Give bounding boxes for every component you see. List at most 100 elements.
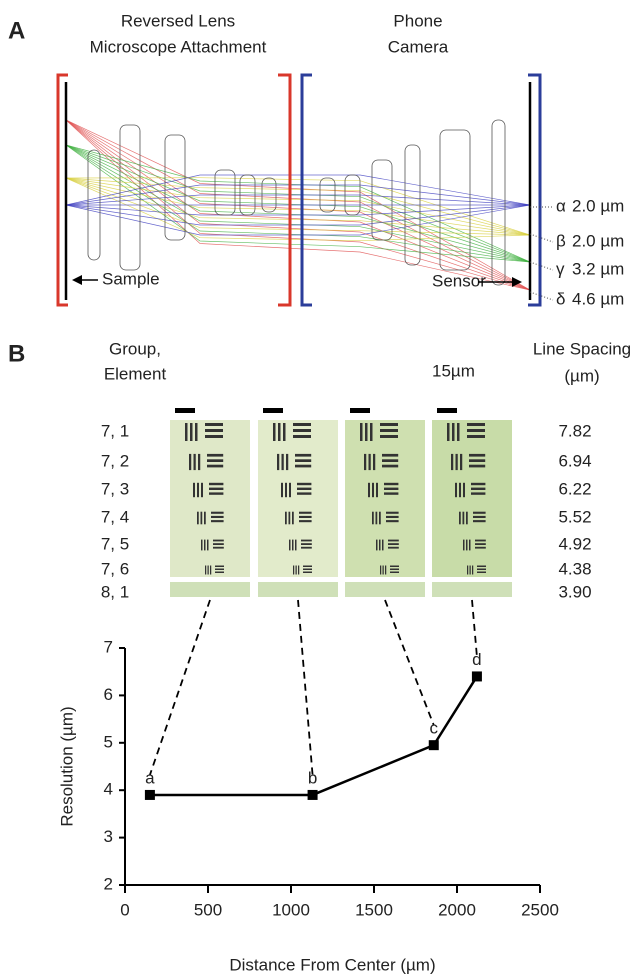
bar-pattern bbox=[384, 482, 399, 486]
line-spacing: 5.52 bbox=[558, 507, 591, 526]
bar-pattern bbox=[466, 539, 468, 551]
bar-pattern bbox=[382, 539, 384, 551]
bar-pattern bbox=[469, 453, 486, 457]
bar-pattern bbox=[477, 568, 486, 570]
bar-pattern bbox=[382, 459, 399, 462]
bar-pattern bbox=[469, 539, 471, 551]
spot-symbol: δ bbox=[556, 289, 565, 308]
bar-pattern bbox=[380, 565, 382, 575]
ray bbox=[65, 177, 531, 236]
bar-pattern bbox=[380, 435, 398, 438]
connector bbox=[471, 599, 478, 657]
bar-pattern bbox=[299, 511, 312, 514]
bar-pattern bbox=[365, 423, 368, 441]
ray bbox=[65, 119, 531, 291]
bar-pattern bbox=[283, 423, 286, 441]
bar-pattern bbox=[289, 482, 291, 498]
bar-pattern bbox=[471, 492, 486, 495]
bar-pattern bbox=[373, 453, 376, 471]
y-tick-label: 4 bbox=[104, 780, 113, 799]
group-element: 7, 2 bbox=[101, 451, 129, 470]
bar-pattern bbox=[278, 423, 281, 441]
point-label: a bbox=[145, 768, 155, 787]
data-point bbox=[471, 671, 482, 682]
lens bbox=[439, 129, 471, 271]
ray bbox=[65, 177, 531, 236]
x-tick-label: 0 bbox=[120, 900, 129, 919]
bar-pattern bbox=[467, 429, 485, 432]
target-strip bbox=[345, 582, 425, 597]
bar-pattern bbox=[390, 565, 399, 567]
bar-pattern bbox=[204, 511, 206, 525]
bar-pattern bbox=[293, 429, 311, 432]
bar-pattern bbox=[457, 423, 460, 441]
bar-pattern bbox=[215, 565, 224, 567]
bar-pattern bbox=[475, 546, 486, 549]
bar-pattern bbox=[207, 565, 209, 575]
bar-pattern bbox=[207, 464, 224, 468]
bar-pattern bbox=[198, 453, 201, 471]
lens bbox=[87, 149, 101, 261]
bar-pattern bbox=[273, 423, 276, 441]
y-tick-label: 7 bbox=[104, 637, 113, 656]
group-element: 7, 1 bbox=[101, 421, 129, 440]
spot-size: 2.0 µm bbox=[572, 231, 624, 250]
connector bbox=[384, 599, 435, 726]
data-point bbox=[307, 789, 318, 800]
bar-pattern bbox=[211, 520, 224, 523]
bar-pattern bbox=[467, 565, 469, 575]
bracket bbox=[528, 73, 542, 307]
bar-pattern bbox=[295, 453, 312, 457]
target-image bbox=[170, 420, 250, 577]
bar-pattern bbox=[462, 511, 465, 525]
spot-size: 3.2 µm bbox=[572, 259, 624, 278]
bar-pattern bbox=[213, 546, 224, 549]
panel-label: A bbox=[8, 17, 25, 44]
bar-pattern bbox=[295, 459, 312, 462]
point-label: b bbox=[308, 768, 317, 787]
data-point bbox=[428, 740, 439, 751]
bar-pattern bbox=[382, 453, 399, 457]
bar-pattern bbox=[471, 487, 486, 490]
x-axis-title: Distance From Center (µm) bbox=[229, 955, 435, 974]
line-spacing: 4.38 bbox=[558, 559, 591, 578]
bar-pattern bbox=[466, 511, 468, 525]
point-label: c bbox=[430, 719, 439, 738]
data-point bbox=[144, 789, 155, 800]
bar-pattern bbox=[285, 482, 287, 498]
leader bbox=[529, 291, 554, 301]
bar-pattern bbox=[368, 482, 370, 498]
bar-pattern bbox=[386, 511, 399, 514]
bar-pattern bbox=[384, 487, 399, 490]
bar-pattern bbox=[297, 482, 312, 486]
column-header: Line Spacing bbox=[533, 339, 631, 358]
arrow bbox=[72, 275, 82, 285]
bar-pattern bbox=[390, 568, 399, 570]
bar-pattern bbox=[459, 511, 461, 525]
bar-pattern bbox=[388, 539, 399, 542]
bar-pattern bbox=[460, 453, 463, 471]
bar-pattern bbox=[388, 546, 399, 549]
bar-pattern bbox=[376, 482, 378, 498]
attachment-title: Reversed Lens bbox=[121, 11, 235, 30]
bar-pattern bbox=[475, 543, 486, 545]
target-image bbox=[258, 420, 338, 577]
line-spacing: 6.22 bbox=[558, 479, 591, 498]
bar-pattern bbox=[477, 571, 486, 573]
y-tick-label: 3 bbox=[104, 827, 113, 846]
bar-pattern bbox=[360, 423, 363, 441]
bar-pattern bbox=[380, 429, 398, 432]
bar-pattern bbox=[210, 565, 212, 575]
bar-pattern bbox=[477, 565, 486, 567]
bar-pattern bbox=[379, 539, 381, 551]
bar-pattern bbox=[384, 492, 399, 495]
bar-pattern bbox=[451, 453, 454, 471]
bar-pattern bbox=[375, 511, 378, 525]
x-tick-label: 1000 bbox=[272, 900, 310, 919]
bar-pattern bbox=[205, 423, 223, 426]
bar-pattern bbox=[473, 520, 486, 523]
bar-pattern bbox=[467, 435, 485, 438]
spot-size: 4.6 µm bbox=[572, 289, 624, 308]
bar-pattern bbox=[469, 464, 486, 468]
